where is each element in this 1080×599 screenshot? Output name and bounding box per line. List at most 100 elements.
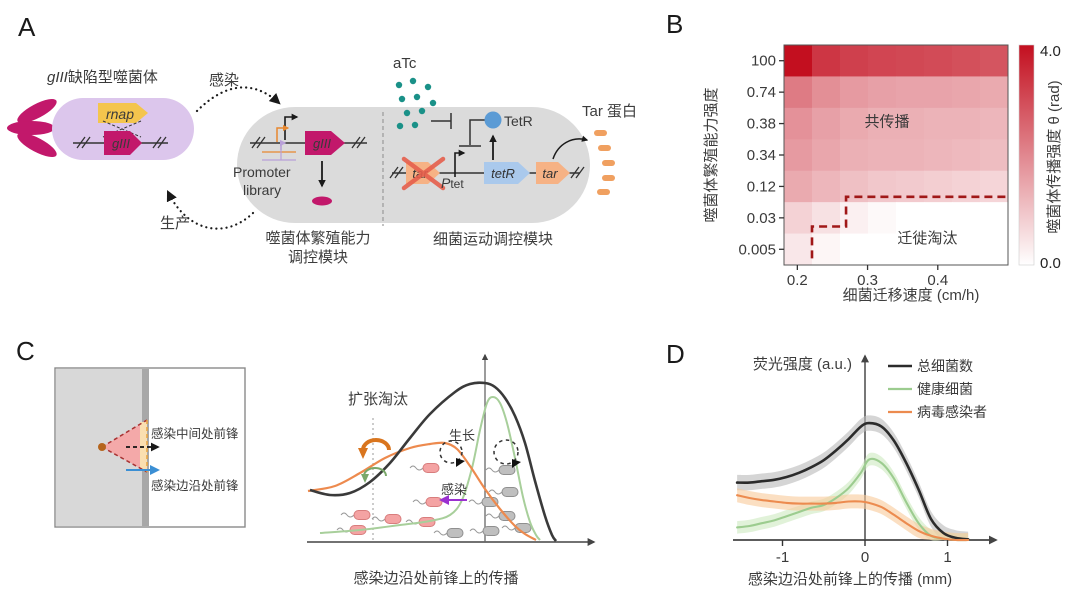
heatmap-cell (812, 233, 841, 266)
expansion-label: 扩张淘汰 (348, 391, 408, 408)
module2-label: 细菌运动调控模块 (433, 231, 553, 248)
infection-label-sketch: 感染 (441, 482, 467, 497)
rnap-blob (98, 103, 148, 123)
knockout-cross-icon (401, 156, 446, 191)
atc-label: aTc (393, 55, 417, 72)
heatmap-cell (980, 76, 1009, 109)
x-tick-label: 0.3 (857, 272, 878, 289)
x-tick-label: 1 (943, 549, 951, 566)
infected-bacterium-icon (425, 497, 443, 507)
heatmap-cell (896, 233, 925, 266)
heatmap-cell (980, 45, 1009, 77)
healthy-bacterium-icon (482, 526, 500, 536)
heatmap-cell (784, 139, 813, 172)
heatmap-cell (896, 76, 925, 109)
y-tick-label: 0.03 (747, 210, 776, 227)
heatmap-cell (812, 202, 841, 235)
giii-gene-bacterium (305, 131, 345, 155)
heatmap-cells (784, 45, 1009, 266)
heatmap-cell (924, 107, 953, 140)
legend-label-infected: 病毒感染者 (917, 404, 987, 420)
infected-profile-curve (307, 441, 537, 541)
heatmap-cell (784, 76, 813, 109)
infection-wedge (102, 420, 147, 472)
heatmap-cell (840, 107, 869, 140)
infected-bacterium-icon (353, 510, 371, 520)
series-line (735, 421, 970, 541)
region-label: 迁徙淘汰 (897, 230, 957, 247)
atc-molecules-icon (395, 77, 437, 130)
wedge-edge-dashed (101, 446, 148, 473)
colorbar-max-label: 4.0 (1040, 43, 1061, 60)
heatmap-cell (980, 139, 1009, 172)
tetr-protein-label: TetR (504, 113, 533, 129)
y-tick-label: 0.74 (747, 84, 776, 101)
flagellum-icon (485, 513, 500, 519)
flagellum-icon (501, 525, 516, 531)
bacteria-cells (336, 463, 532, 538)
expansion-cycle-arrowhead (358, 448, 368, 459)
heatmap-cell (924, 202, 953, 235)
tar-translocation-arrow (552, 135, 589, 160)
heatmap-cell (784, 45, 813, 77)
infected-bacterium-icon (384, 514, 402, 524)
heatmap-cell (812, 76, 841, 109)
heatmap-cell (896, 107, 925, 140)
tar-gene (536, 162, 570, 184)
ptet-label: Ptet (441, 175, 464, 191)
ptet-promoter-arrow (454, 149, 466, 177)
legend: 总细菌数 健康细菌 病毒感染者 (888, 358, 987, 420)
flagellum-icon (371, 516, 386, 522)
heatmap-cell (952, 45, 981, 77)
panel-b-letter: B (666, 9, 683, 39)
flagellum-icon (469, 528, 484, 534)
confidence-band (737, 488, 969, 541)
infected-bacterium-icon (422, 463, 440, 473)
giii-gene-phage (104, 131, 142, 155)
heatmap-cell (840, 45, 869, 77)
genome-break-marks (389, 166, 585, 179)
series-lines (735, 421, 970, 542)
expansion-cycle-arrow-green (363, 467, 387, 477)
phage-fiber-icon (17, 98, 57, 124)
x-tick-label: 0.4 (927, 272, 948, 289)
heatmap-cell (840, 233, 869, 266)
y-tick-label: 0.38 (747, 116, 776, 133)
plate-schematic: 感染中间处前锋 感染边沿处前锋 (54, 367, 246, 528)
confidence-band (737, 452, 969, 541)
infection-arrow (195, 86, 281, 113)
y-tick-label: 100 (751, 53, 776, 70)
promoter-library-label-2: library (243, 182, 281, 198)
legend-label-total: 总细菌数 (917, 358, 973, 374)
heatmap-cell (784, 233, 813, 266)
heatmap-cell (840, 139, 869, 172)
x-tick-label: 0.2 (787, 272, 808, 289)
heatmap-cell (868, 107, 897, 140)
heatmap-cell (868, 202, 897, 235)
heatmap-cell (924, 45, 953, 77)
heatmap-cell (952, 233, 981, 266)
panel-d-linechart: D -1 0 1 荧光强度 (a.u.) 感染边沿处前锋上的传播 (mm) 总细菌数… (666, 339, 998, 588)
heatmap-cell (812, 139, 841, 172)
flagellum-icon (433, 530, 448, 536)
heatmap-cell (812, 170, 841, 203)
healthy-bacterium-icon (498, 465, 516, 475)
promoter-arrow-orange (276, 124, 290, 142)
production-label: 生产 (160, 215, 190, 232)
d-ylabel: 荧光强度 (a.u.) (753, 356, 852, 373)
heatmap-cell (980, 233, 1009, 266)
phage-fiber-icon (7, 121, 55, 135)
tetr-repression-symbol (459, 119, 485, 147)
engineered-bacterium: gIII Promoter library aTc (233, 55, 615, 226)
heatmap-cell (784, 170, 813, 203)
giii-gene-label: gIII (112, 136, 130, 151)
module1-label-line1: 噬菌体繁殖能力 (265, 230, 370, 247)
y-tick-label: 0.34 (747, 147, 776, 164)
heatmap-y-ticks: 100 0.74 0.38 0.34 0.12 0.03 0.005 (738, 53, 784, 258)
x-tick-label: 0 (861, 549, 869, 566)
regime-boundary-line (810, 195, 1008, 259)
mid-front-label: 感染中间处前锋 (151, 426, 239, 441)
series-line (736, 494, 970, 542)
